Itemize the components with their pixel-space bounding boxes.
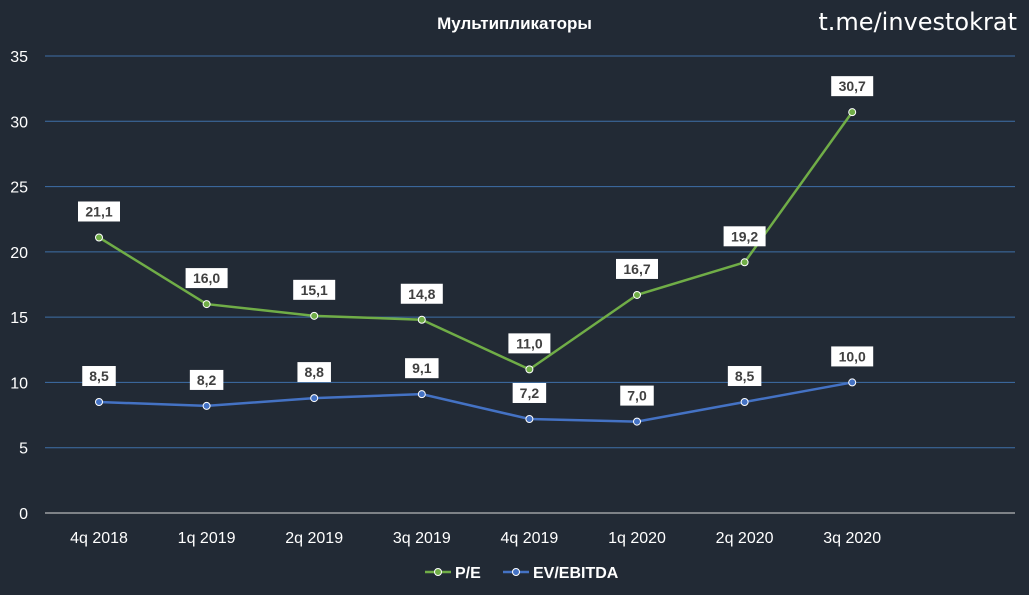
data-label: 7,0 <box>627 388 647 404</box>
y-tick-label: 30 <box>10 114 28 131</box>
chart-title: Мультипликаторы <box>437 14 592 33</box>
data-label-box <box>831 76 874 97</box>
data-label-box <box>400 283 443 304</box>
data-label-box <box>620 385 654 406</box>
data-label-box <box>189 369 224 390</box>
data-label-box <box>82 366 116 387</box>
legend-item: EV/EBITDA <box>503 565 619 582</box>
data-label: 10,0 <box>839 348 866 364</box>
data-label-box <box>723 226 766 247</box>
y-tick-label: 5 <box>19 441 28 458</box>
y-tick-label: 20 <box>10 245 28 262</box>
data-point <box>95 398 103 407</box>
x-tick-label: 3q 2020 <box>823 530 881 547</box>
watermark: t.me/investokrat <box>818 8 1017 36</box>
data-point <box>848 378 857 387</box>
data-point <box>417 315 426 324</box>
y-tick-label: 10 <box>10 375 28 392</box>
data-label: 19,2 <box>731 228 758 244</box>
x-tick-label: 4q 2019 <box>500 530 558 547</box>
data-label: 14,8 <box>408 286 435 302</box>
data-label: 8,5 <box>735 368 755 384</box>
x-axis: 4q 2018 1q 2019 2q 2019 3q 2019 4q 2019 1q 20… <box>70 530 881 547</box>
gridlines <box>45 55 1015 514</box>
data-label: 9,1 <box>412 360 432 376</box>
data-label-box <box>293 279 336 300</box>
y-tick-label: 35 <box>10 49 28 66</box>
x-tick-label: 2q 2020 <box>716 530 774 547</box>
data-label-box <box>297 362 331 383</box>
data-label-box <box>185 268 228 289</box>
data-label: 21,1 <box>85 203 112 219</box>
data-label-box <box>616 258 658 279</box>
data-point <box>525 414 534 423</box>
data-point <box>740 258 749 267</box>
series-line <box>98 111 854 371</box>
data-point <box>202 300 211 309</box>
data-label: 16,7 <box>623 261 650 277</box>
y-tick-label: 15 <box>10 310 28 327</box>
data-label: 30,7 <box>839 78 866 94</box>
data-label: 15,1 <box>301 282 328 298</box>
data-label-box <box>78 201 120 222</box>
x-tick-label: 2q 2019 <box>285 530 343 547</box>
series-line <box>98 381 853 423</box>
y-tick-label: 0 <box>19 506 28 523</box>
data-label: 8,8 <box>304 364 324 380</box>
data-label: 11,0 <box>516 335 543 351</box>
data-point <box>525 365 534 374</box>
data-label: 16,0 <box>193 270 220 286</box>
data-label-box <box>508 333 551 354</box>
data-point <box>848 108 857 117</box>
legend-marker <box>512 568 520 576</box>
data-point <box>310 311 319 320</box>
data-point <box>740 398 749 407</box>
data-point <box>417 390 426 399</box>
y-axis: 0 5 10 15 20 25 30 35 <box>10 49 28 523</box>
data-point <box>310 394 319 403</box>
legend-item: P/E <box>425 565 481 582</box>
legend-marker <box>434 568 442 576</box>
data-label-box <box>727 366 762 387</box>
legend-label: EV/EBITDA <box>533 565 619 582</box>
series-group: 21,116,015,1 14,811,016,719,230,78,5 8,2 8,… <box>78 76 874 426</box>
data-point <box>633 417 641 426</box>
data-point <box>202 401 211 410</box>
series-ev-ebitda: 8,5 8,2 8,8 9,1 7,2 7,0 8,5 10,0 <box>82 346 874 426</box>
x-tick-label: 1q 2020 <box>608 530 666 547</box>
x-tick-label: 1q 2019 <box>178 530 236 547</box>
legend: P/E EV/EBITDA <box>425 565 619 582</box>
data-point <box>95 233 103 242</box>
data-label-box <box>405 358 439 379</box>
series-pe: 21,1 16,0 15,1 14,8 11,0 16,7 19,2 30,7 <box>78 76 874 374</box>
y-tick-label: 25 <box>10 180 28 197</box>
legend-label: P/E <box>455 565 481 582</box>
x-tick-label: 4q 2018 <box>70 530 128 547</box>
data-label-box <box>831 346 874 367</box>
data-label: 8,2 <box>197 372 217 388</box>
data-label: 7,2 <box>520 385 540 401</box>
data-point <box>633 290 641 299</box>
data-label: 8,5 <box>89 368 109 384</box>
data-label-box <box>512 382 547 403</box>
x-tick-label: 3q 2019 <box>393 530 451 547</box>
